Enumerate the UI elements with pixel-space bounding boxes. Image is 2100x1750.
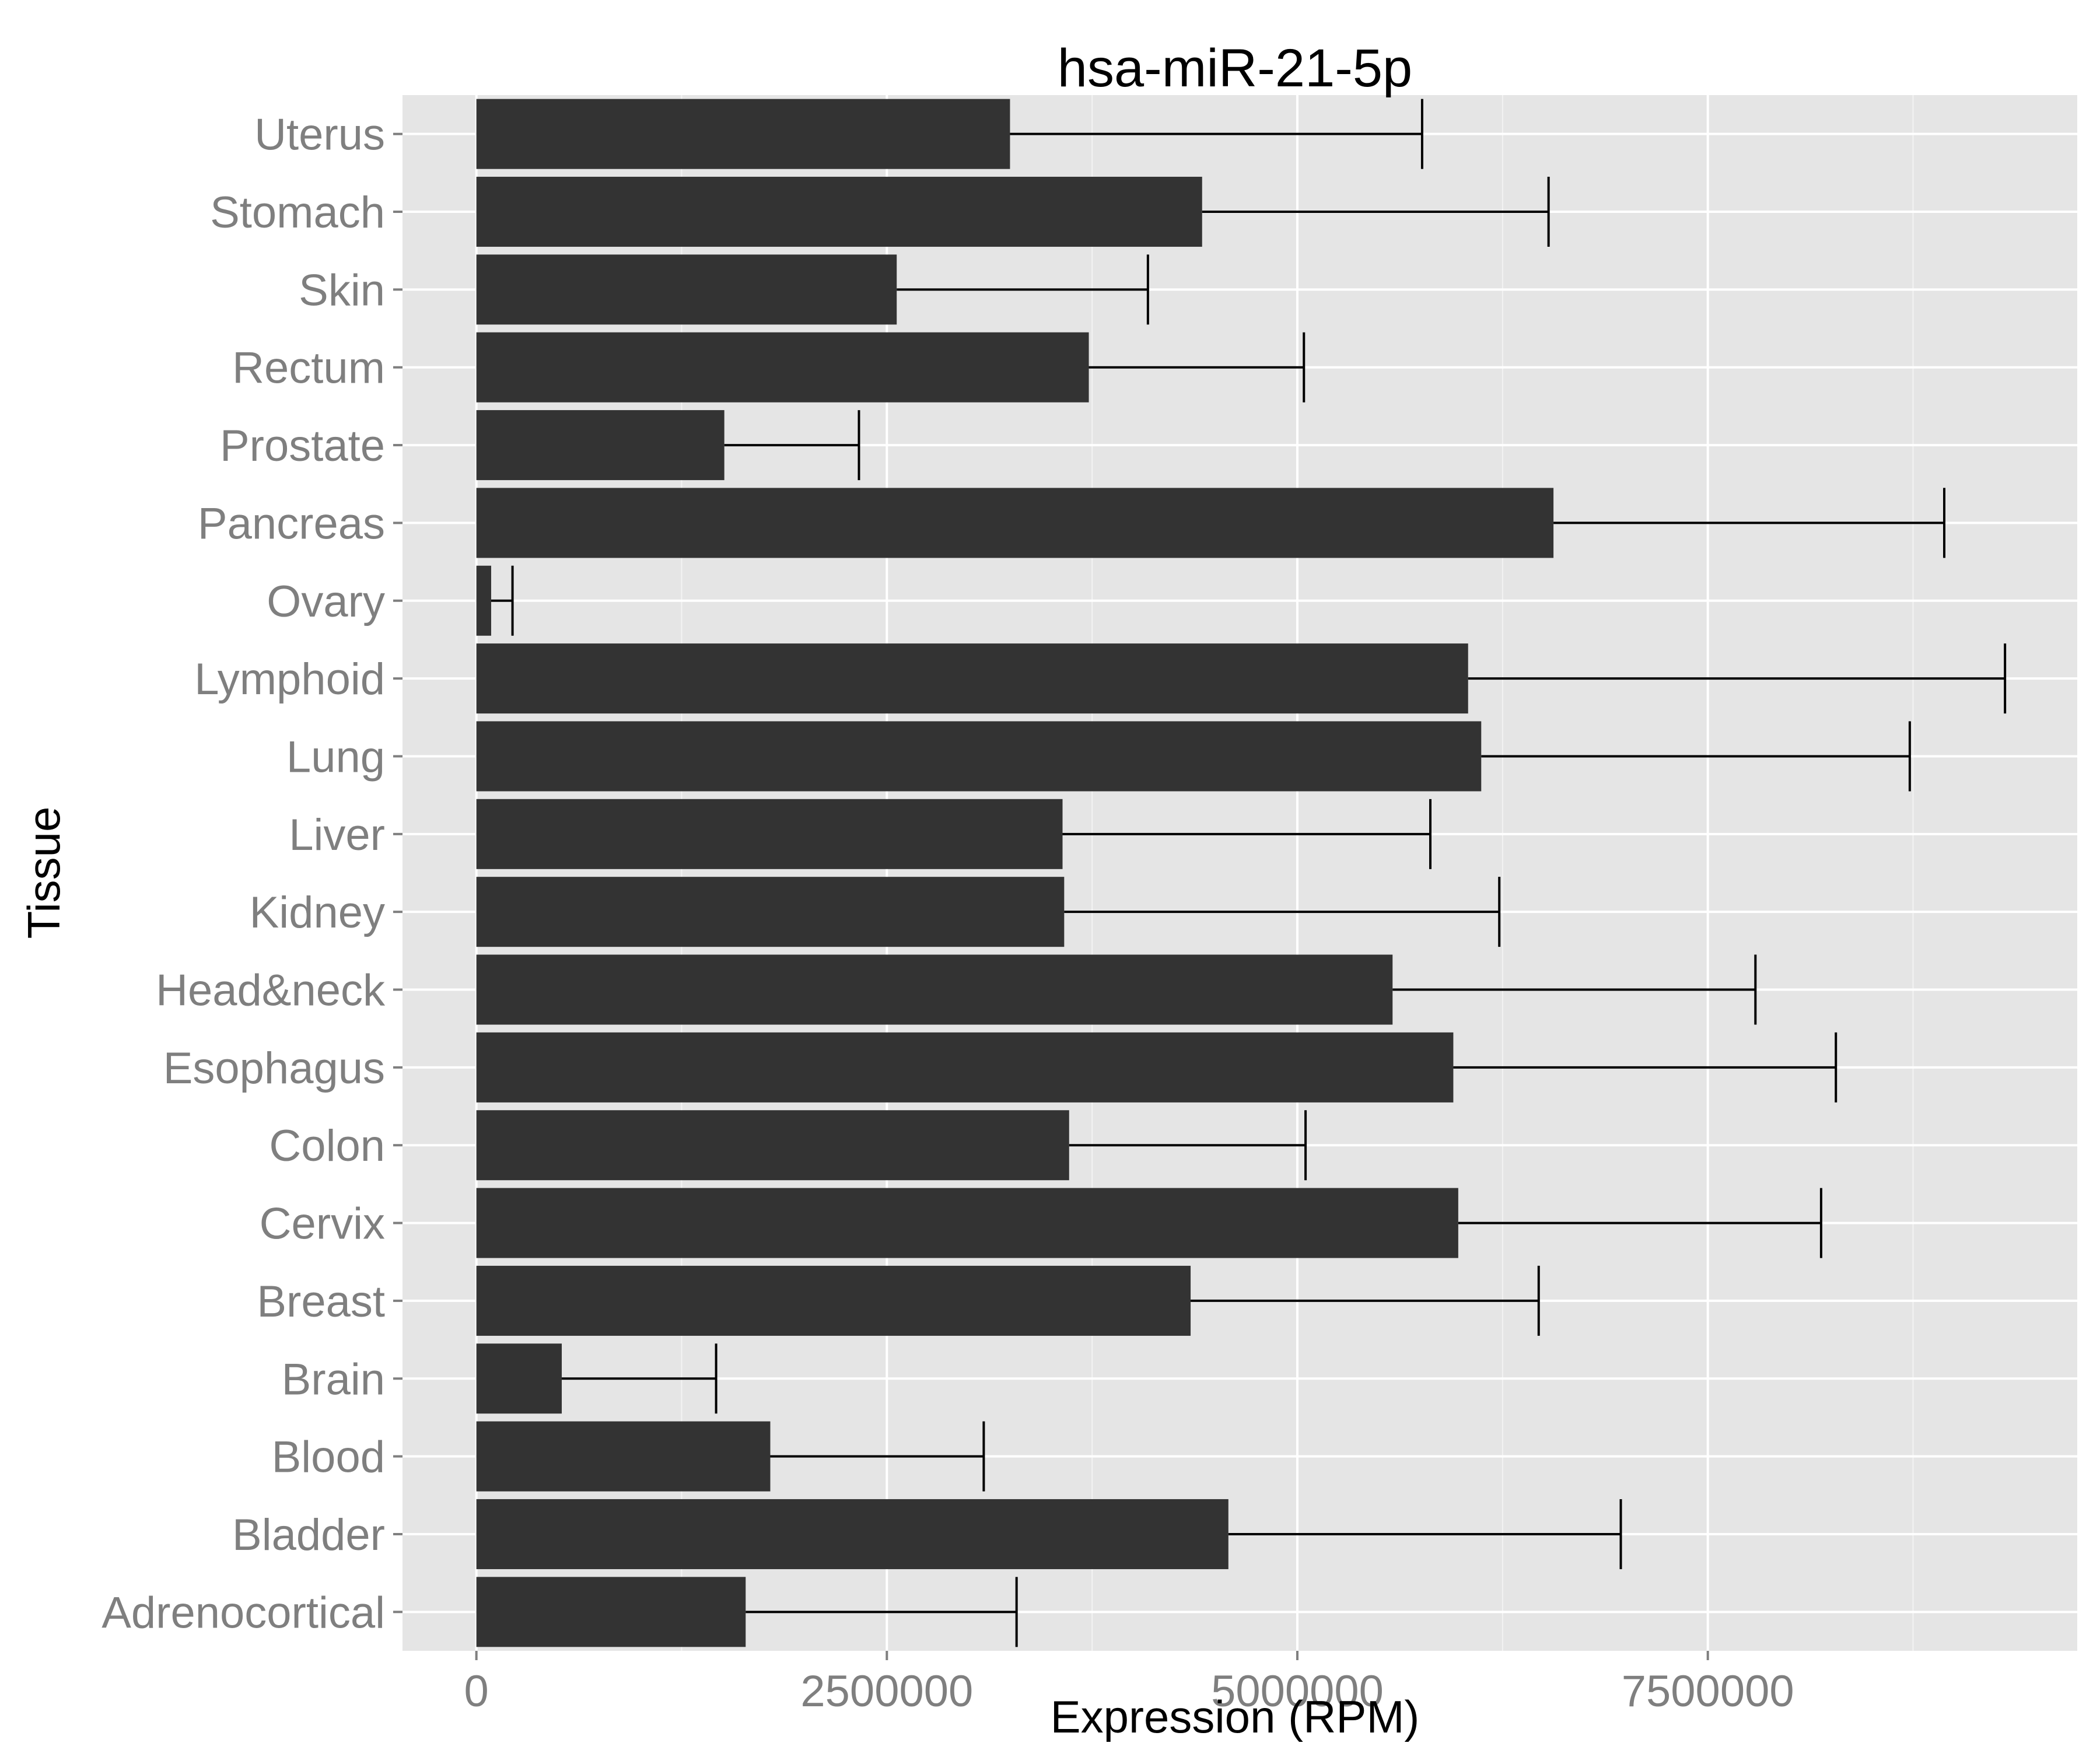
- y-tick-label: Colon: [269, 1121, 385, 1171]
- y-tick-label: Prostate: [220, 421, 385, 471]
- x-axis-title: Expression (RPM): [1051, 1691, 1420, 1742]
- y-tick-label: Esophagus: [163, 1044, 385, 1093]
- bar: [476, 332, 1089, 402]
- y-tick-label: Breast: [257, 1277, 385, 1326]
- bar: [476, 99, 1010, 169]
- y-axis-title: Tissue: [18, 807, 69, 939]
- y-tick-label: Adrenocortical: [102, 1588, 385, 1637]
- y-tick-label: Skin: [299, 265, 385, 315]
- x-tick-label: 7500000: [1622, 1667, 1794, 1716]
- y-tick-label: Cervix: [260, 1199, 385, 1249]
- y-tick-label: Ovary: [267, 577, 385, 626]
- chart-title: hsa-miR-21-5p: [1058, 38, 1412, 98]
- plot-panel: [402, 95, 2077, 1651]
- y-tick-label: Kidney: [250, 888, 385, 937]
- y-tick-label: Brain: [282, 1354, 385, 1404]
- bar: [476, 1343, 562, 1414]
- y-tick-label: Rectum: [232, 344, 385, 393]
- y-tick-label: Stomach: [210, 188, 385, 237]
- y-tick-label: Pancreas: [198, 499, 385, 548]
- y-tick-label: Blood: [272, 1433, 385, 1482]
- x-tick-label: 0: [464, 1667, 489, 1716]
- error-bars-layer: [491, 99, 2007, 1647]
- y-tick-label: Uterus: [254, 110, 385, 160]
- bar: [476, 1499, 1228, 1569]
- bar: [476, 177, 1202, 247]
- bar: [476, 254, 897, 325]
- bar: [476, 643, 1468, 714]
- y-tick-label: Head&neck: [156, 966, 386, 1016]
- bar: [476, 1421, 771, 1492]
- bar: [476, 1110, 1069, 1181]
- bar: [476, 1265, 1191, 1336]
- bar: [476, 1032, 1454, 1102]
- x-axis-ticks: 0 2500000 5000000 7500000: [464, 1651, 1794, 1716]
- y-tick-label: Lymphoid: [194, 654, 385, 704]
- y-axis-ticks: Adrenocortical Bladder Blood Brain Breast Cer…: [102, 110, 402, 1637]
- x-tick-label: 5000000: [1211, 1667, 1384, 1716]
- bar: [476, 954, 1393, 1025]
- bar: [476, 1577, 746, 1647]
- bar: [476, 1188, 1458, 1258]
- x-tick-label: 2500000: [800, 1667, 973, 1716]
- bar: [476, 799, 1063, 869]
- bar: [476, 877, 1065, 947]
- bar: [476, 721, 1482, 792]
- bar: [476, 410, 724, 481]
- y-tick-label: Liver: [289, 810, 385, 860]
- bar: [476, 565, 491, 636]
- bars-layer: [476, 99, 1554, 1647]
- y-tick-label: Bladder: [232, 1510, 385, 1560]
- bar: [476, 488, 1554, 558]
- y-tick-label: Lung: [286, 732, 385, 782]
